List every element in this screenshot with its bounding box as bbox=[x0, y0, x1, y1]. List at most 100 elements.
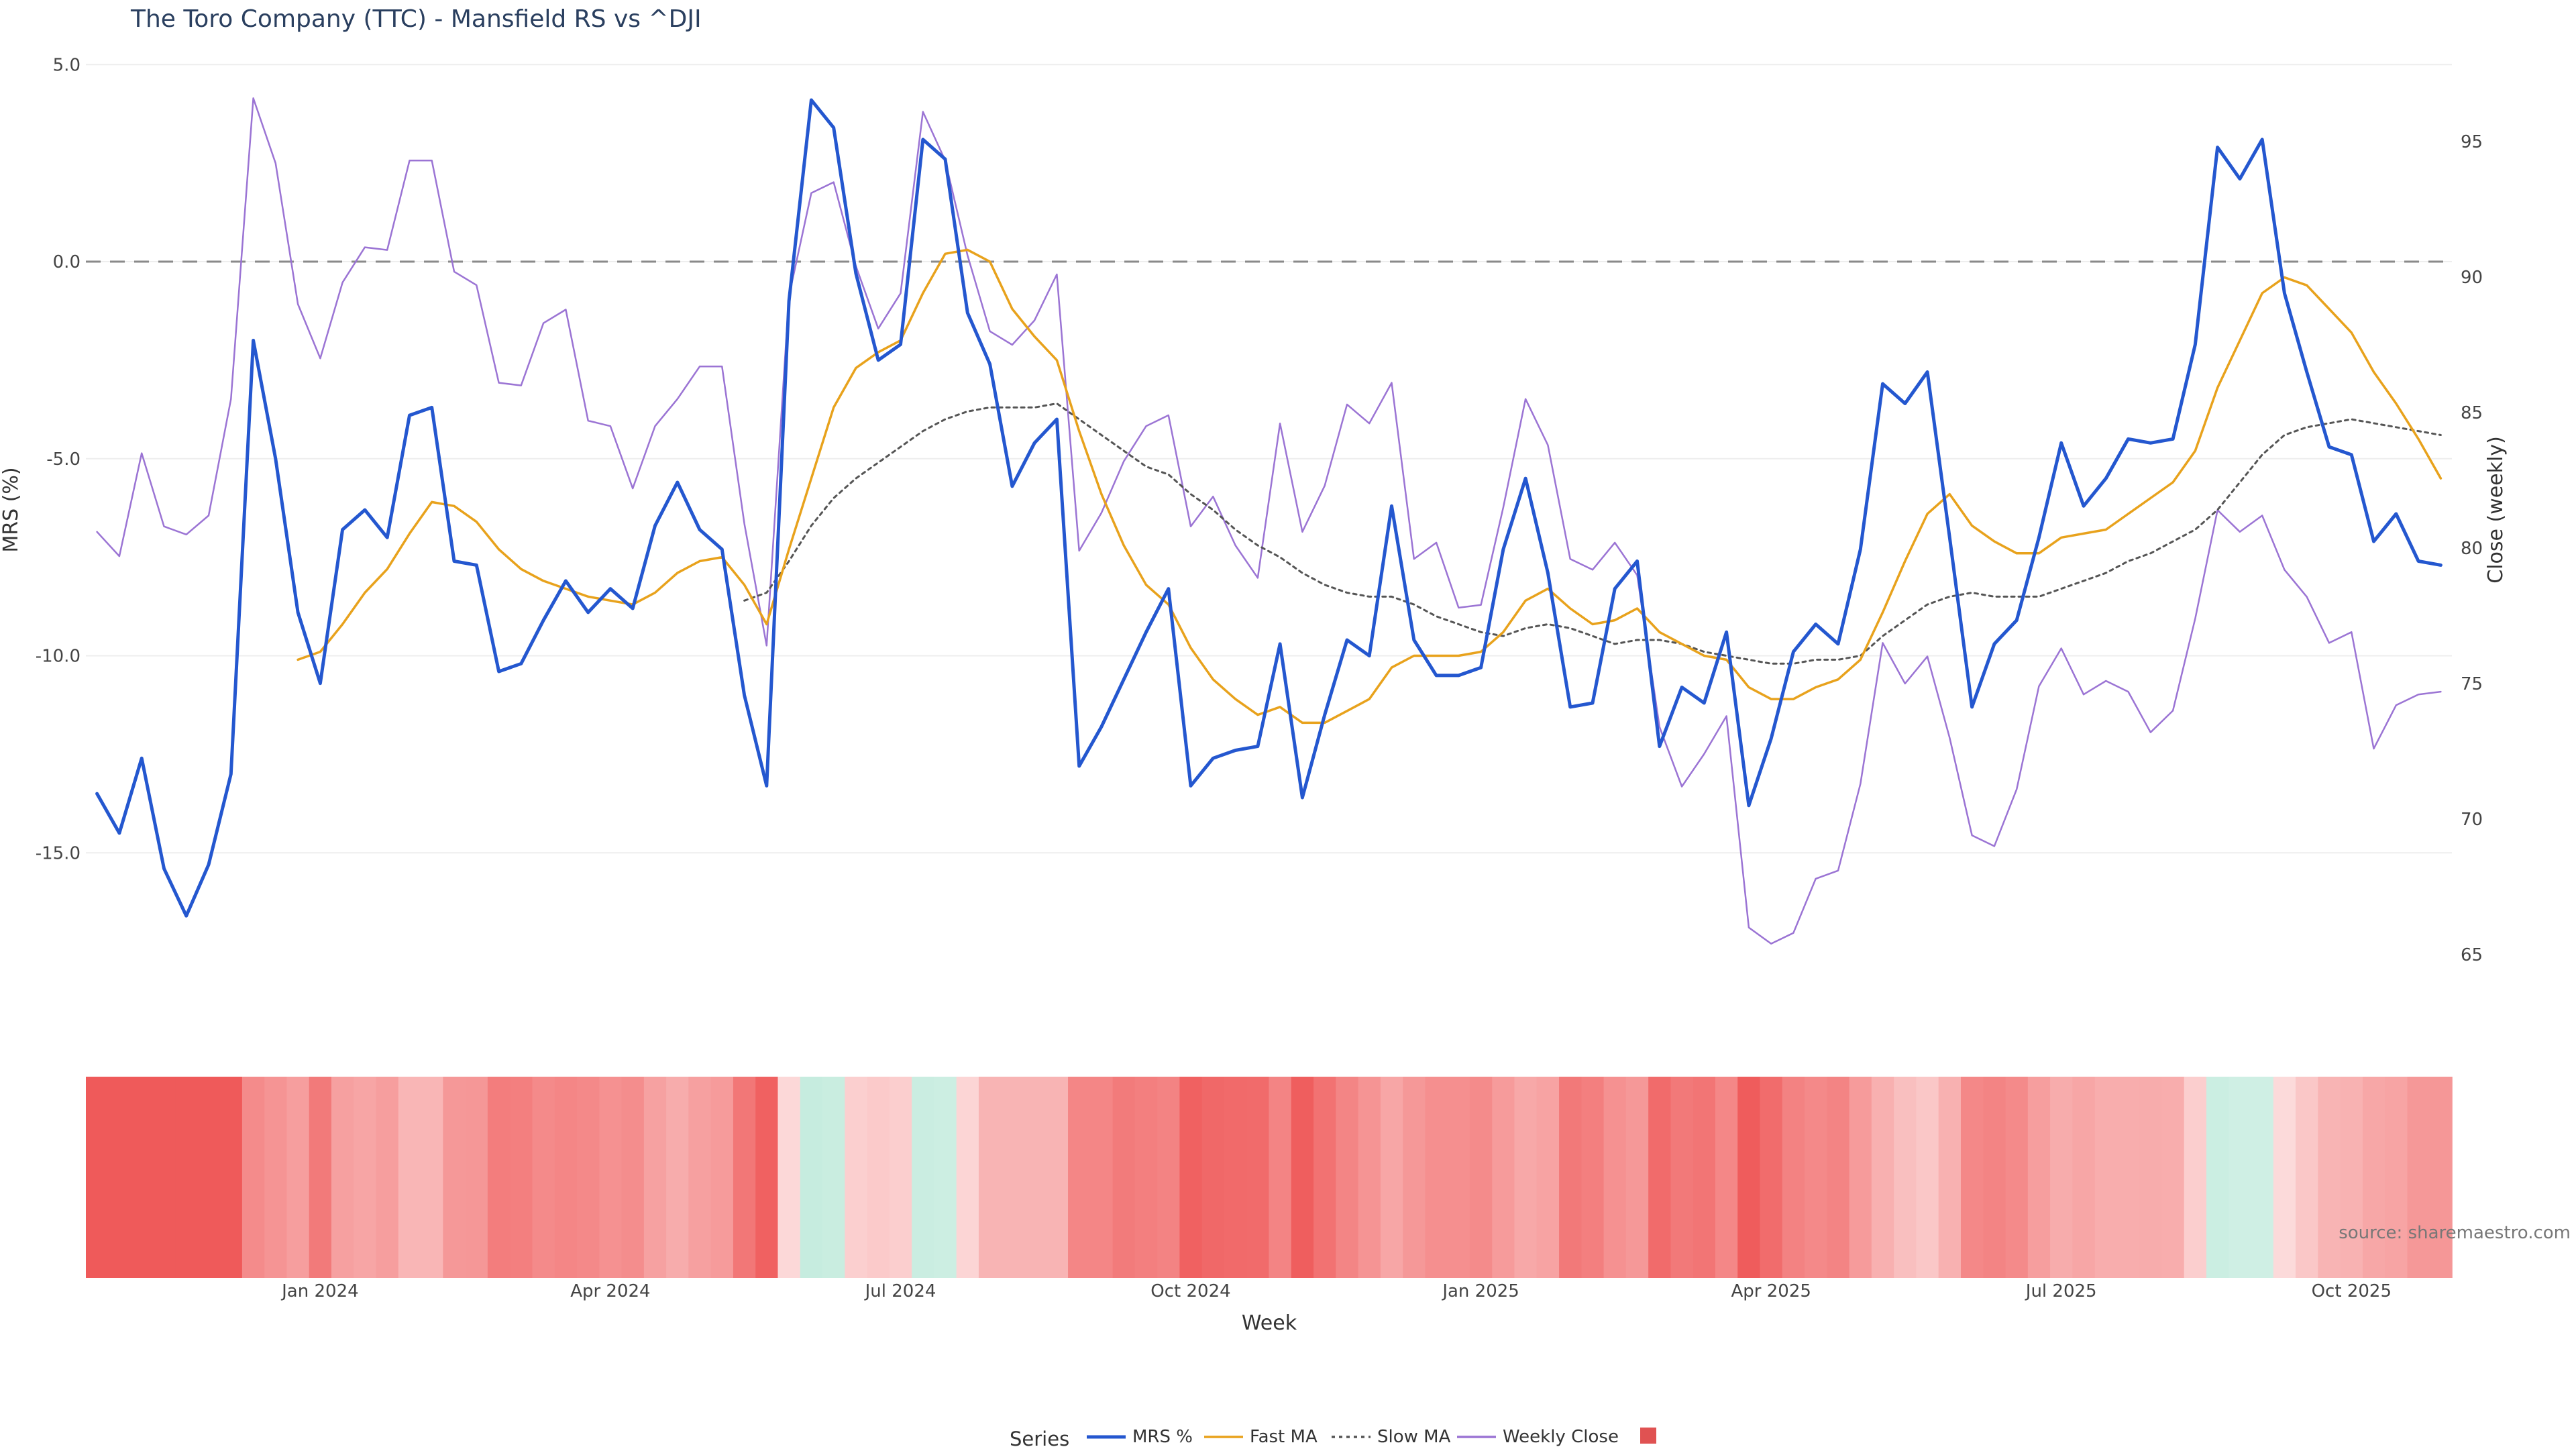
heat-cell bbox=[1068, 1077, 1091, 1278]
heat-cell bbox=[1179, 1077, 1203, 1278]
left-tick-label: 0.0 bbox=[53, 252, 80, 272]
heat-cell bbox=[1403, 1077, 1426, 1278]
heat-cell bbox=[354, 1077, 377, 1278]
left-tick-label: 5.0 bbox=[53, 55, 80, 75]
heat-cell bbox=[309, 1077, 332, 1278]
heat-cell bbox=[465, 1077, 488, 1278]
heat-cell bbox=[1737, 1077, 1761, 1278]
heat-cell bbox=[1201, 1077, 1225, 1278]
heat-cell bbox=[2184, 1077, 2207, 1278]
heat-cell bbox=[130, 1077, 154, 1278]
legend-item-label: Weekly Close bbox=[1503, 1427, 1619, 1447]
heat-cell bbox=[1425, 1077, 1448, 1278]
x-axis-title: Week bbox=[1242, 1311, 1297, 1335]
heat-cell bbox=[1782, 1077, 1805, 1278]
heat-cell bbox=[1001, 1077, 1024, 1278]
heat-cell bbox=[777, 1077, 801, 1278]
heat-cell bbox=[197, 1077, 221, 1278]
heat-cell bbox=[1090, 1077, 1114, 1278]
heat-cell bbox=[912, 1077, 935, 1278]
heat-cell bbox=[889, 1077, 912, 1278]
x-tick-label: Jul 2025 bbox=[2025, 1281, 2097, 1301]
right-axis-ticks: 95 90 85 80 75 70 65 bbox=[2461, 132, 2483, 965]
heat-cell bbox=[822, 1077, 846, 1278]
heat-cell bbox=[1023, 1077, 1046, 1278]
heat-cell bbox=[2229, 1077, 2252, 1278]
heat-cell bbox=[1960, 1077, 1984, 1278]
heat-cell bbox=[1983, 1077, 2006, 1278]
heat-cell bbox=[1827, 1077, 1850, 1278]
heat-cell bbox=[710, 1077, 734, 1278]
heat-cell bbox=[2005, 1077, 2029, 1278]
heat-cell bbox=[1492, 1077, 1515, 1278]
left-tick-label: -10.0 bbox=[36, 647, 80, 667]
heat-cell bbox=[621, 1077, 645, 1278]
heat-cell bbox=[2161, 1077, 2185, 1278]
heat-cell bbox=[1805, 1077, 1828, 1278]
heat-cell bbox=[421, 1077, 444, 1278]
heat-cell bbox=[1871, 1077, 1894, 1278]
legend-item-label: Fast MA bbox=[1250, 1427, 1318, 1447]
heat-cell bbox=[1269, 1077, 1292, 1278]
heat-cell bbox=[219, 1077, 243, 1278]
right-tick-label: 70 bbox=[2461, 810, 2483, 830]
series-lines bbox=[95, 97, 2443, 945]
heat-cell bbox=[1045, 1077, 1069, 1278]
heat-cell bbox=[1447, 1077, 1470, 1278]
heat-cell bbox=[2050, 1077, 2074, 1278]
heat-cell bbox=[2206, 1077, 2230, 1278]
heat-cell bbox=[376, 1077, 399, 1278]
x-tick-label: Apr 2024 bbox=[570, 1281, 650, 1301]
source-label: source: sharemaestro.com bbox=[2339, 1223, 2571, 1243]
heat-cell bbox=[286, 1077, 310, 1278]
heat-cell bbox=[1894, 1077, 1917, 1278]
heat-cell bbox=[1157, 1077, 1181, 1278]
heat-cell bbox=[86, 1077, 109, 1278]
heat-cell bbox=[487, 1077, 511, 1278]
heat-cell bbox=[1916, 1077, 1939, 1278]
heat-cell bbox=[599, 1077, 623, 1278]
heat-cell bbox=[1246, 1077, 1270, 1278]
right-tick-label: 65 bbox=[2461, 945, 2483, 965]
heat-cell bbox=[1715, 1077, 1739, 1278]
heat-cell bbox=[175, 1077, 199, 1278]
heat-cell bbox=[1670, 1077, 1694, 1278]
heat-cell bbox=[1760, 1077, 1783, 1278]
heat-cell bbox=[1313, 1077, 1337, 1278]
x-tick-label: Oct 2025 bbox=[2312, 1281, 2392, 1301]
heat-cell bbox=[1134, 1077, 1158, 1278]
heat-cell bbox=[1938, 1077, 1962, 1278]
heat-cell bbox=[956, 1077, 979, 1278]
heat-cell bbox=[1291, 1077, 1314, 1278]
heat-cell bbox=[554, 1077, 578, 1278]
heat-cell bbox=[1559, 1077, 1582, 1278]
chart-title: The Toro Company (TTC) - Mansfield RS vs… bbox=[130, 5, 702, 33]
heat-cell bbox=[331, 1077, 355, 1278]
heat-cell bbox=[755, 1077, 779, 1278]
series-line-fast-ma bbox=[297, 248, 2443, 724]
heat-strip bbox=[86, 1077, 2453, 1278]
right-tick-label: 95 bbox=[2461, 132, 2483, 152]
heat-cell bbox=[800, 1077, 823, 1278]
heat-cell bbox=[1648, 1077, 1672, 1278]
heat-cell bbox=[1581, 1077, 1605, 1278]
heat-cell bbox=[1112, 1077, 1136, 1278]
legend-title: Series bbox=[1010, 1428, 1069, 1449]
heat-cell bbox=[1358, 1077, 1381, 1278]
heat-cell bbox=[2318, 1077, 2341, 1278]
left-axis-ticks: 5.0 0.0 -5.0 -10.0 -15.0 bbox=[36, 55, 80, 863]
x-tick-label: Jan 2024 bbox=[280, 1281, 359, 1301]
heat-cell bbox=[398, 1077, 421, 1278]
heat-cell bbox=[666, 1077, 690, 1278]
right-tick-label: 90 bbox=[2461, 268, 2483, 288]
right-tick-label: 75 bbox=[2461, 674, 2483, 694]
heat-cell bbox=[241, 1077, 265, 1278]
legend-item-label: Slow MA bbox=[1377, 1427, 1451, 1447]
left-tick-label: -5.0 bbox=[46, 449, 80, 470]
heat-cell bbox=[1536, 1077, 1560, 1278]
heat-cell bbox=[443, 1077, 466, 1278]
heat-cell bbox=[1603, 1077, 1627, 1278]
heat-cell bbox=[1625, 1077, 1649, 1278]
legend: Series MRS % Fast MA Slow MA Weekly Close bbox=[1010, 1427, 1656, 1449]
heat-cell bbox=[264, 1077, 288, 1278]
